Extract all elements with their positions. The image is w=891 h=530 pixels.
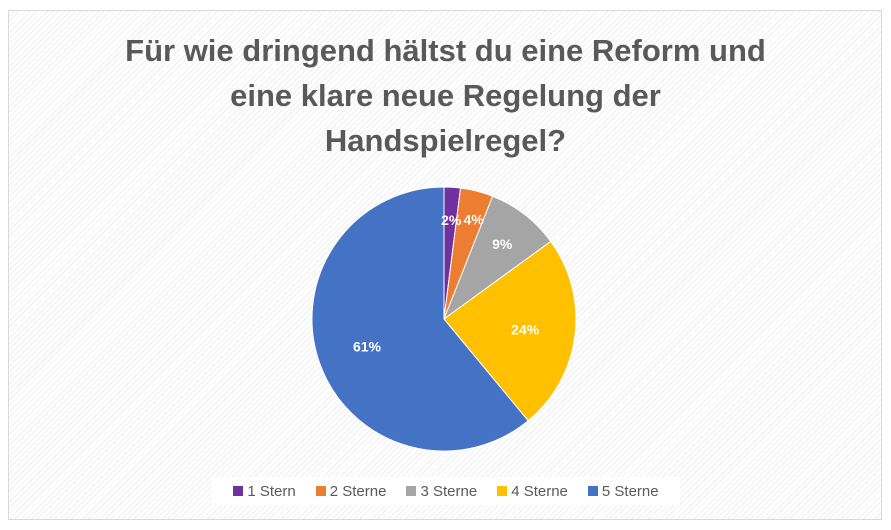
legend-label: 1 Stern — [247, 482, 296, 500]
legend-swatch — [406, 486, 417, 496]
data-label: 2% — [441, 212, 462, 228]
data-label: 24% — [511, 321, 540, 337]
legend-label: 4 Sterne — [511, 482, 568, 500]
legend-item: 2 Sterne — [315, 482, 387, 500]
data-label: 9% — [492, 236, 513, 252]
legend-label: 2 Sterne — [329, 482, 387, 500]
legend-label: 3 Sterne — [420, 482, 478, 500]
legend-swatch — [587, 486, 598, 496]
legend-swatch — [233, 486, 244, 496]
title-line: eine klare neue Regelung der — [230, 78, 661, 113]
pie-slice-4 — [443, 240, 577, 422]
legend-item: 5 Sterne — [587, 482, 659, 500]
data-label: 61% — [353, 339, 382, 355]
title-line: Für wie dringend hältst du eine Reform u… — [125, 33, 766, 68]
legend-swatch — [315, 486, 326, 496]
pie-slice-5 — [311, 186, 529, 452]
legend-swatch — [497, 486, 508, 496]
legend: 1 Stern 2 Sterne 3 Sterne 4 Sterne 5 Ste… — [212, 477, 680, 505]
legend-label: 5 Sterne — [601, 482, 659, 500]
legend-item: 1 Stern — [233, 482, 296, 500]
chart-title: Für wie dringend hältst du eine Reform u… — [0, 28, 891, 163]
legend-item: 3 Sterne — [406, 483, 477, 500]
legend-item: 4 Sterne — [497, 483, 568, 500]
title-line: Handspielregel? — [324, 123, 567, 158]
data-label: 4% — [463, 211, 484, 227]
